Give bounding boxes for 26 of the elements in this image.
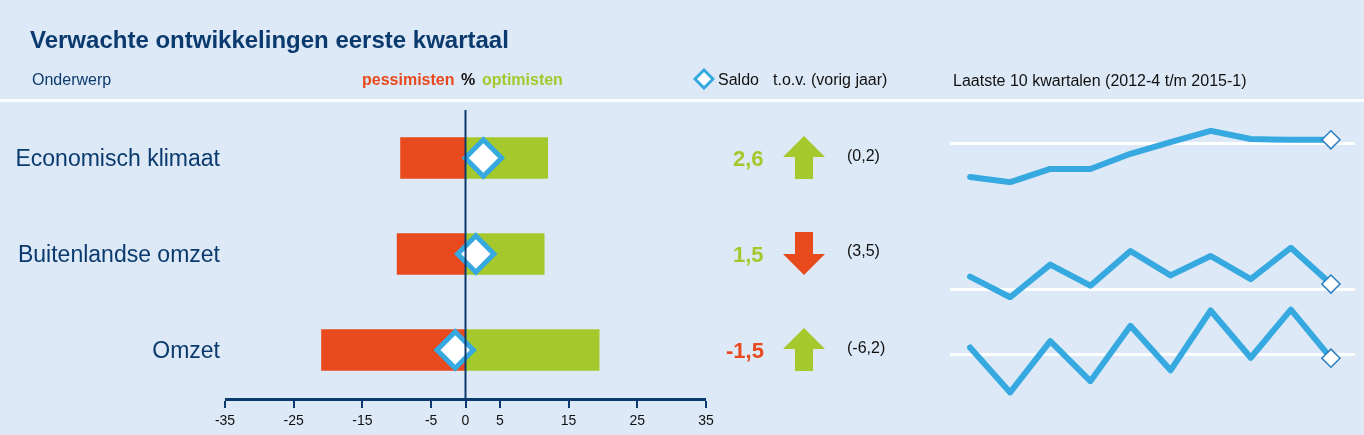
- text: (-6,2): [847, 339, 886, 356]
- x-tick-label: 5: [495, 411, 504, 428]
- x-tick-label: 35: [698, 411, 714, 428]
- y-tick-label: Buitenlandse omzet: [17, 241, 221, 268]
- x-tick-label: 15: [560, 411, 577, 428]
- chart-title: Laatste 10 kwartalen (2012-4 t/m 2015-1): [953, 71, 1247, 89]
- data-label: -1,5: [726, 338, 764, 363]
- data-label: 2,6: [733, 146, 764, 171]
- legend-label: Saldo: [718, 71, 760, 88]
- chart-title: Verwachte ontwikkelingen eerste kwartaal: [30, 26, 509, 54]
- data-label: 1,5: [733, 242, 764, 267]
- text: pessimisten: [362, 71, 455, 88]
- y-tick-label: Economisch klimaat: [15, 145, 221, 172]
- y-tick-label: Omzet: [152, 337, 221, 364]
- text: optimisten: [482, 71, 563, 88]
- text: t.o.v. (vorig jaar): [773, 71, 888, 88]
- x-tick-label: -5: [424, 411, 438, 428]
- x-axis-title: %: [461, 71, 476, 88]
- x-tick-label: -35: [214, 411, 236, 428]
- x-tick-label: 25: [629, 411, 646, 428]
- text: (0,2): [847, 147, 880, 164]
- x-tick-label: -15: [352, 411, 373, 428]
- y-axis-title: Onderwerp: [32, 71, 112, 88]
- x-tick-label: 0: [461, 411, 470, 428]
- text: (3,5): [847, 242, 880, 259]
- x-tick-label: -25: [283, 411, 305, 428]
